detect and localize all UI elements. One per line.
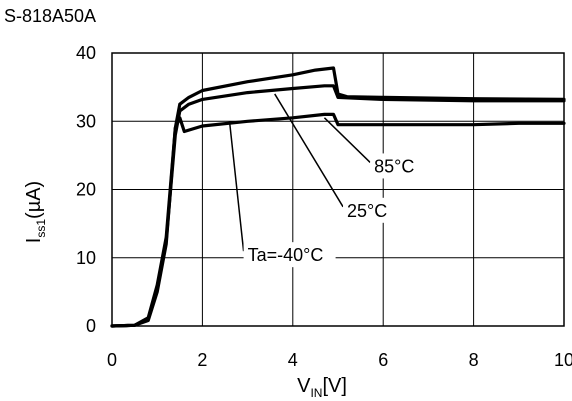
x-tick-label: 0 [107, 350, 117, 370]
chart-title: S-818A50A [4, 6, 97, 26]
x-tick-label: 6 [378, 350, 388, 370]
grid [112, 53, 564, 326]
x-tick-label: 2 [197, 350, 207, 370]
series-lines [110, 66, 566, 328]
annotation-label-1: 25°C [347, 201, 387, 221]
y-tick-label: 20 [76, 180, 96, 200]
x-axis-label: VIN[V] [297, 375, 347, 400]
x-axis-label-unit: [V] [322, 375, 346, 397]
y-axis-label: Iss1(µA) [23, 181, 48, 243]
x-axis-ticks: 0 2 4 6 8 10 [107, 350, 572, 370]
annotation-bg-0 [370, 153, 421, 179]
y-tick-label: 30 [76, 111, 96, 131]
annotation-leader-1 [274, 93, 344, 208]
x-tick-label: 4 [288, 350, 298, 370]
plot-frame [111, 52, 565, 327]
annotation-bg-1 [343, 197, 394, 223]
y-axis-label-main: I [23, 238, 45, 244]
annotation-bg-2 [243, 242, 336, 268]
annotation-leader-2 [228, 121, 245, 252]
annotation-leader-0 [323, 117, 371, 163]
y-axis-label-unit: (µA) [23, 181, 45, 219]
y-axis-label-sub: ss1 [34, 219, 48, 238]
x-axis-label-sub: IN [310, 386, 322, 400]
annotations: 85°C 25°C Ta=-40°C [228, 93, 421, 268]
y-tick-label: 0 [86, 316, 96, 336]
series-line-0 [110, 112, 566, 328]
y-tick-label: 10 [76, 248, 96, 268]
x-axis-label-main: V [297, 375, 311, 397]
series-line-2 [110, 66, 566, 328]
x-tick-label: 10 [554, 350, 572, 370]
annotation-label-2: Ta=-40°C [248, 245, 324, 265]
y-tick-label: 40 [76, 43, 96, 63]
y-axis-ticks: 0 10 20 30 40 [76, 43, 96, 336]
annotation-label-0: 85°C [374, 156, 414, 176]
x-tick-label: 8 [469, 350, 479, 370]
